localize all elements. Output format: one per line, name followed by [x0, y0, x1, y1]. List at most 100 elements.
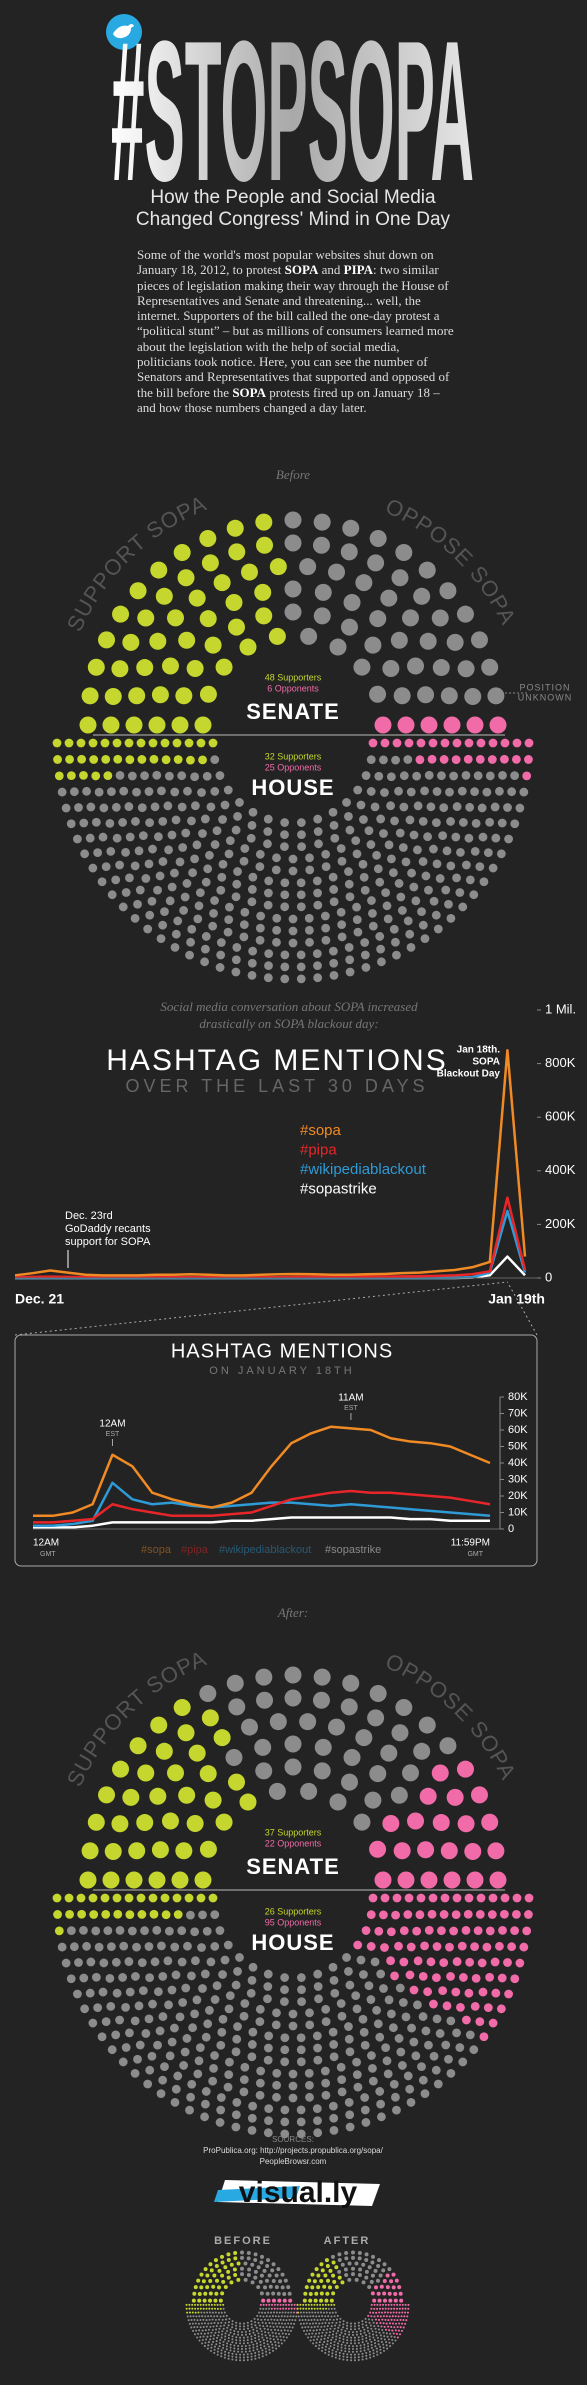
- seat: [231, 2358, 234, 2361]
- seat: [510, 819, 520, 829]
- seat: [127, 1926, 137, 1936]
- seat: [409, 882, 419, 892]
- seat: [351, 1991, 361, 2000]
- seat: [381, 2268, 386, 2273]
- seat: [335, 2335, 338, 2338]
- seat: [229, 2280, 234, 2285]
- seat: [207, 2322, 210, 2325]
- seat: [417, 2062, 426, 2072]
- seat: [323, 2340, 326, 2344]
- seat: [372, 2311, 375, 2314]
- seat: [175, 1842, 193, 1860]
- seat: [401, 2303, 404, 2306]
- seat: [273, 2318, 276, 2321]
- seat: [209, 2268, 214, 2273]
- seat: [220, 2260, 225, 2265]
- seat: [210, 2331, 213, 2334]
- seat: [193, 2318, 196, 2321]
- seat: [388, 2023, 398, 2033]
- seat: [455, 2043, 465, 2052]
- seat: [64, 1893, 74, 1903]
- seat: [461, 1925, 471, 1935]
- seat: [147, 2051, 157, 2061]
- seat: [263, 1994, 272, 2004]
- seat: [248, 1962, 258, 1972]
- seat: [242, 2353, 245, 2356]
- seat: [237, 2350, 240, 2353]
- seat: [424, 1925, 434, 1935]
- seat: [353, 785, 363, 795]
- seat: [276, 2291, 281, 2296]
- seat: [305, 2307, 308, 2310]
- legend-entry: #wikipediablackout: [300, 1161, 427, 1178]
- arc-label: SUPPORT SOPA: [62, 1645, 211, 1790]
- seat: [171, 1871, 189, 1889]
- seat: [322, 2284, 327, 2289]
- seat: [379, 2321, 382, 2324]
- seat: [187, 1971, 196, 1981]
- seat: [458, 902, 468, 912]
- seat: [328, 563, 346, 581]
- seat: [365, 2354, 368, 2357]
- seat: [340, 543, 358, 561]
- seat: [216, 2336, 219, 2339]
- seat: [156, 934, 166, 944]
- seat: [130, 913, 140, 923]
- seat: [280, 842, 289, 852]
- seat: [495, 1941, 504, 1951]
- chart-intro: drastically on SOPA blackout day:: [199, 1016, 378, 1031]
- seat: [382, 2349, 386, 2352]
- seat: [316, 2307, 319, 2310]
- seat: [324, 2334, 327, 2337]
- seat: [364, 636, 382, 654]
- seat: [88, 1893, 98, 1903]
- seat: [227, 2337, 230, 2340]
- seat: [380, 788, 389, 797]
- seat: [244, 2350, 247, 2353]
- seat: [393, 687, 411, 705]
- seat: [248, 2347, 251, 2350]
- seat: [280, 2117, 290, 2127]
- seat: [220, 1955, 230, 1965]
- seat: [473, 1926, 483, 1936]
- seat: [186, 660, 204, 677]
- seat: [145, 1973, 155, 1982]
- seat: [328, 2101, 338, 2111]
- seat: [397, 906, 407, 915]
- seat: [81, 687, 99, 705]
- seat: [383, 2335, 386, 2338]
- seat: [175, 2012, 185, 2022]
- seat: [360, 2040, 370, 2050]
- seat: [269, 2337, 272, 2340]
- seat: [386, 2311, 389, 2314]
- senate-opponents: 22 Opponents: [265, 1838, 322, 1848]
- seat: [247, 2267, 252, 2272]
- seat: [194, 901, 204, 911]
- seat: [342, 798, 351, 807]
- seat: [203, 2267, 208, 2272]
- seat: [256, 2329, 259, 2332]
- seat: [366, 1910, 376, 1920]
- seat: [367, 2348, 370, 2351]
- seat: [390, 2325, 393, 2329]
- seat: [515, 1958, 525, 1968]
- seat: [277, 2298, 282, 2303]
- seat: [320, 911, 330, 921]
- seat: [302, 2311, 305, 2314]
- seat: [317, 2335, 320, 2338]
- seat: [404, 2322, 407, 2325]
- seat: [54, 771, 64, 781]
- seat: [440, 1842, 458, 1860]
- annotation: EST: [344, 1405, 358, 1412]
- seat: [322, 2311, 325, 2314]
- source: SOURCES:: [272, 2135, 314, 2144]
- seat: [161, 1812, 179, 1830]
- seat: [333, 2346, 336, 2349]
- seat: [374, 1871, 392, 1889]
- seat: [290, 2311, 293, 2314]
- seat: [308, 2322, 311, 2325]
- seat: [314, 839, 323, 849]
- seat: [250, 2355, 253, 2358]
- seat: [259, 2260, 264, 2265]
- seat: [446, 633, 464, 651]
